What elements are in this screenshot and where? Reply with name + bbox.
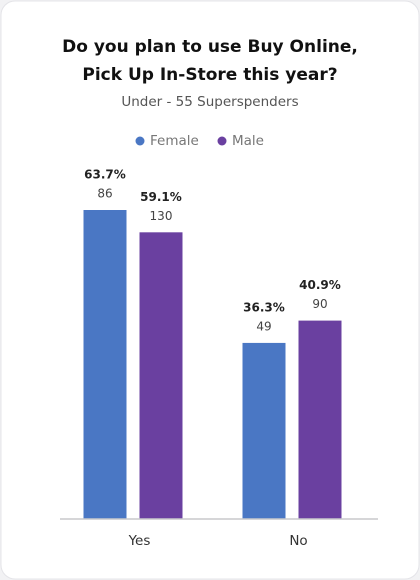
count-label: 130 <box>150 209 173 223</box>
data-label: 40.9% <box>299 278 341 292</box>
count-label: 90 <box>312 297 327 311</box>
chart-title: Pick Up In-Store this year? <box>82 65 337 85</box>
legend-label: Male <box>232 133 264 149</box>
bar <box>139 232 183 519</box>
chart-subtitle: Under - 55 Superspenders <box>121 94 298 110</box>
chart-title: Do you plan to use Buy Online, <box>62 37 358 57</box>
legend-swatch <box>135 136 145 146</box>
bar <box>83 210 127 519</box>
data-label: 63.7% <box>84 168 126 182</box>
count-label: 49 <box>256 319 271 333</box>
data-label: 59.1% <box>140 190 182 204</box>
legend-label: Female <box>150 133 199 149</box>
x-tick-label: Yes <box>128 533 151 549</box>
bar <box>298 320 342 519</box>
bar <box>242 342 286 519</box>
legend-swatch <box>217 136 227 146</box>
x-tick-label: No <box>289 533 307 549</box>
data-label: 36.3% <box>243 300 285 314</box>
count-label: 86 <box>97 187 112 201</box>
